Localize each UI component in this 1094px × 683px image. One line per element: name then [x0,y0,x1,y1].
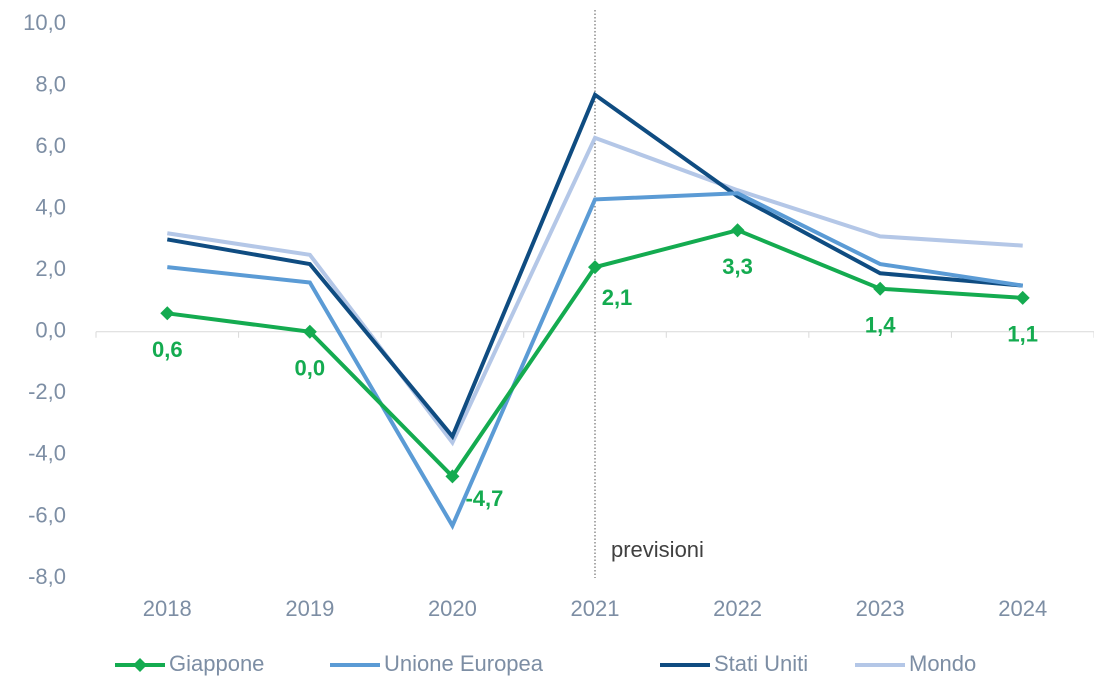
y-tick-label: -2,0 [28,379,66,404]
x-tick-label: 2023 [856,596,905,621]
data-label: 2,1 [602,285,633,310]
y-tick-label: 2,0 [35,256,66,281]
data-label: 0,6 [152,337,183,362]
data-label: 1,4 [865,313,896,338]
legend-marker [133,658,147,672]
series-line [167,191,1024,531]
y-tick-label: 8,0 [35,71,66,96]
data-point [445,469,460,484]
legend-label: Unione Europea [384,651,544,676]
series-line [166,91,1023,441]
data-point [730,223,745,238]
y-tick-label: -4,0 [28,441,66,466]
y-tick-label: -6,0 [28,502,66,527]
data-label: 0,0 [295,356,326,381]
data-point [302,324,317,339]
legend-label: Giappone [169,651,264,676]
y-tick-label: 0,0 [35,318,66,343]
x-tick-label: 2021 [571,596,620,621]
x-tick-label: 2022 [713,596,762,621]
x-tick-label: 2024 [998,596,1047,621]
annotation-text: previsioni [611,537,704,562]
y-tick-label: 6,0 [35,133,66,158]
data-point [873,281,888,296]
y-tick-label: 10,0 [23,10,66,35]
data-label: 1,1 [1007,322,1038,347]
x-tick-label: 2018 [143,596,192,621]
legend-label: Stati Uniti [714,651,808,676]
data-label: 3,3 [722,254,753,279]
series-line [166,135,1023,447]
x-tick-label: 2020 [428,596,477,621]
y-tick-label: -8,0 [28,564,66,589]
data-point [1015,290,1030,305]
data-point [160,306,175,321]
legend-label: Mondo [909,651,976,676]
data-point [588,260,602,275]
y-tick-label: 4,0 [35,194,66,219]
data-label: -4,7 [465,486,503,511]
x-tick-label: 2019 [285,596,334,621]
